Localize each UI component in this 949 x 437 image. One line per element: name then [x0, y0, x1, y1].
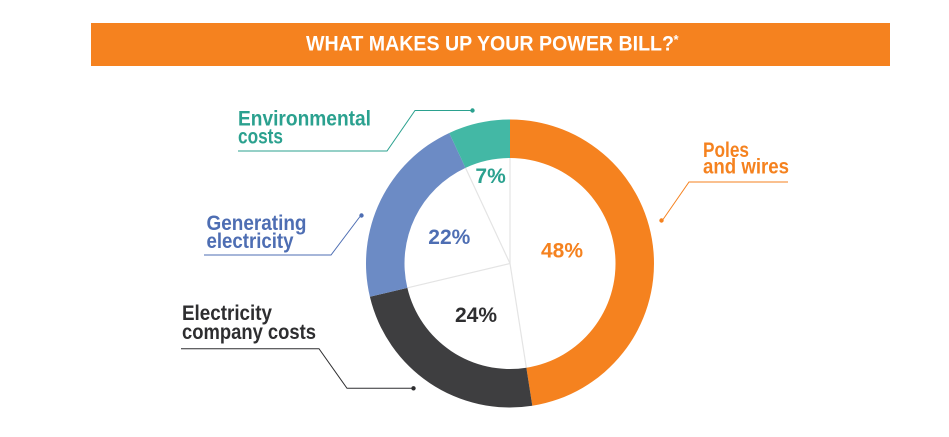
- svg-text:48%: 48%: [541, 240, 583, 263]
- svg-text:Environmental: Environmental: [238, 108, 371, 131]
- svg-text:7%: 7%: [475, 165, 506, 188]
- svg-text:Poles: Poles: [703, 139, 749, 162]
- svg-text:costs: costs: [238, 126, 283, 149]
- svg-text:electricity: electricity: [207, 230, 294, 253]
- svg-text:22%: 22%: [428, 226, 470, 249]
- svg-text:24%: 24%: [455, 304, 497, 327]
- svg-text:company costs: company costs: [182, 321, 316, 344]
- svg-text:*: *: [674, 32, 680, 47]
- svg-text:WHAT MAKES UP YOUR POWER BILL?: WHAT MAKES UP YOUR POWER BILL?: [306, 33, 674, 56]
- svg-text:and wires: and wires: [703, 156, 789, 179]
- svg-text:Electricity: Electricity: [182, 302, 272, 325]
- svg-text:Generating: Generating: [207, 212, 307, 235]
